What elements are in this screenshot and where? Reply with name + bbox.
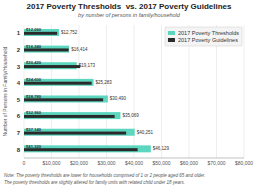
guideline-bar (24, 32, 57, 35)
data-label: $25,283 (96, 80, 113, 85)
chart: 2017 Poverty Thresholds vs. 2017 Poverty… (0, 0, 258, 195)
y-tick-label: 5 (17, 97, 21, 103)
grid-line (244, 25, 245, 158)
guideline-bar (24, 65, 80, 68)
guideline-bar (24, 82, 92, 85)
y-tick-label: 4 (17, 80, 21, 86)
y-tick-label: 2 (17, 47, 21, 53)
grid-line (51, 25, 52, 158)
data-labels: $12,752 $16,414 $19,173 $25,283 $30,490 $35,0… (26, 27, 170, 151)
grid (24, 25, 244, 158)
data-label: $19,173 (79, 63, 96, 68)
x-tick-label: $10,000 (42, 160, 60, 166)
data-label: $32,960 (26, 110, 42, 115)
note: Note: The poverty thresholds are lower f… (4, 173, 205, 178)
y-tick-label: 8 (17, 147, 21, 153)
threshold-bar (24, 145, 151, 152)
data-label: $46,129 (153, 146, 170, 151)
legend-entry: 2017 Poverty Guidelines (178, 37, 238, 43)
data-label: $35,069 (122, 113, 139, 118)
note: The poverty thresholds are slightly alte… (4, 180, 185, 185)
data-label: $28,780 (26, 94, 42, 99)
x-tick-label: $20,000 (70, 160, 88, 166)
data-label: $40,251 (137, 130, 154, 135)
legend: 2017 Poverty Thresholds2017 Poverty Guid… (165, 27, 242, 46)
x-tick-label: $60,000 (180, 160, 198, 166)
legend-swatch (168, 38, 175, 42)
data-label: $41,320 (26, 144, 42, 149)
bars (24, 29, 151, 152)
data-label: $12,060 (26, 27, 42, 32)
legend-swatch (168, 31, 175, 35)
x-tick-label: $70,000 (207, 160, 225, 166)
y-tick-label: 3 (17, 64, 21, 70)
guideline-bar (24, 48, 69, 51)
x-tick-label: $50,000 (152, 160, 170, 166)
y-axis-label: Number of Persons in Family/Household (2, 46, 8, 136)
x-tick-label: $30,000 (97, 160, 115, 166)
guideline-bar (24, 132, 126, 135)
background (0, 0, 258, 195)
data-label: $20,420 (26, 60, 42, 65)
grid-line (106, 25, 107, 158)
x-tick-label: $80,000 (235, 160, 253, 166)
y-tick-label: 7 (17, 130, 21, 136)
legend-box (165, 27, 242, 46)
grid-line (24, 25, 25, 158)
y-tick-label: 6 (17, 113, 21, 119)
data-label: $16,414 (71, 47, 88, 52)
x-tick-label: 0 (23, 160, 26, 166)
grid-line (79, 25, 80, 158)
legend-entry: 2017 Poverty Thresholds (178, 30, 239, 36)
data-label: $37,140 (26, 127, 42, 132)
x-tick-label: $40,000 (125, 160, 143, 166)
title: 2017 Poverty Thresholds vs. 2017 Poverty… (27, 2, 233, 11)
guideline-bar (24, 98, 103, 101)
data-label: $12,752 (61, 30, 78, 35)
subtitle: by number of persons in family/household (78, 12, 181, 18)
grid-line (161, 25, 162, 158)
data-label: $30,490 (110, 96, 127, 101)
data-label: $24,600 (26, 77, 42, 82)
guideline-bar (24, 115, 115, 118)
grid-line (134, 25, 135, 158)
guideline-bar (24, 148, 138, 151)
y-tick-label: 1 (17, 30, 21, 36)
data-label: $16,240 (26, 44, 42, 49)
x-axis-line (24, 158, 244, 159)
